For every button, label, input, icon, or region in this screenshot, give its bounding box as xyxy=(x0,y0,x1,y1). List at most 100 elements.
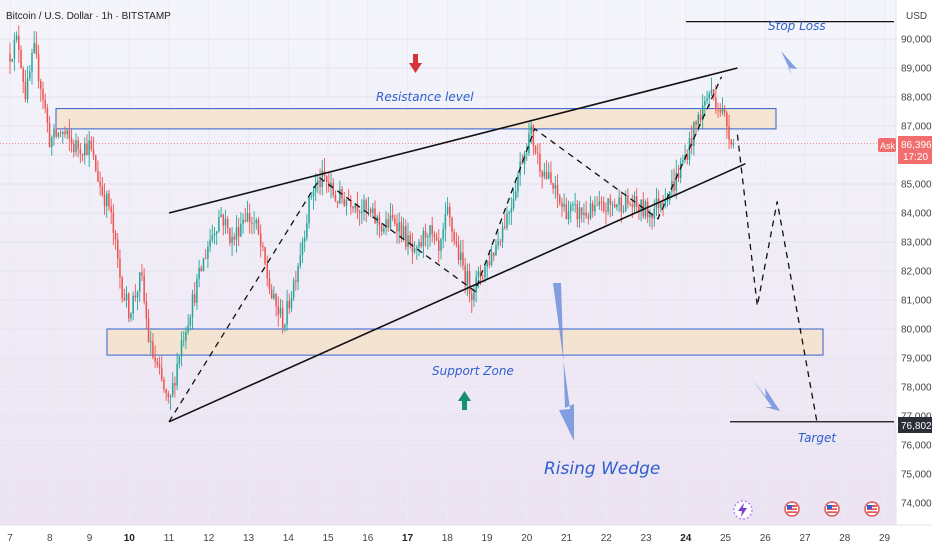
candle-body xyxy=(211,235,214,240)
candle-body xyxy=(86,143,88,155)
ask-tag-box xyxy=(898,136,932,164)
candle-body xyxy=(697,115,700,125)
candle-body xyxy=(363,200,365,212)
candle-body xyxy=(490,252,493,265)
candle-body xyxy=(75,140,77,153)
candle-body xyxy=(585,212,587,217)
candle-body xyxy=(22,68,24,83)
target-tag-box xyxy=(898,417,932,433)
candle-body xyxy=(233,236,236,240)
candle-body xyxy=(411,243,414,252)
candle-body xyxy=(532,125,535,146)
candle-body xyxy=(635,196,638,207)
candle-body xyxy=(319,180,321,187)
candle-body xyxy=(517,175,519,192)
candle-body xyxy=(394,217,396,224)
candle-body xyxy=(552,182,554,189)
candle-body xyxy=(55,128,57,137)
x-tick-label: 19 xyxy=(481,533,493,544)
candle-body xyxy=(200,267,203,272)
lightning-event-icon[interactable] xyxy=(733,500,753,520)
drawings-layer xyxy=(168,21,894,423)
candle-body xyxy=(42,88,44,100)
candle-body xyxy=(728,126,730,140)
candle-body xyxy=(130,313,132,319)
us-flag-event-icon[interactable] xyxy=(784,501,800,517)
resistance-zone[interactable] xyxy=(55,108,777,130)
candle-body xyxy=(332,182,335,195)
candle-body xyxy=(290,297,293,309)
y-tick-label: 81,000 xyxy=(901,296,932,307)
x-tick-label: 12 xyxy=(203,533,215,544)
candle-body xyxy=(730,139,733,145)
candle-body xyxy=(565,204,568,220)
candle-body xyxy=(589,203,592,219)
candle-body xyxy=(477,271,480,277)
candle-body xyxy=(468,271,471,294)
candle-body xyxy=(627,195,629,204)
candle-body xyxy=(31,53,33,72)
projection-path[interactable] xyxy=(736,134,818,422)
y-tick-label: 90,000 xyxy=(901,35,932,46)
candle-body xyxy=(209,239,211,247)
candle-body xyxy=(9,53,11,62)
candle-body xyxy=(723,108,726,113)
currency-label[interactable]: USD xyxy=(906,11,927,22)
candle-body xyxy=(79,149,82,154)
wedge-upper-line[interactable] xyxy=(168,67,738,214)
candle-body xyxy=(189,317,192,326)
candle-body xyxy=(638,206,640,212)
candle-body xyxy=(18,35,20,50)
candle-body xyxy=(534,145,537,153)
x-tick-label: 13 xyxy=(243,533,255,544)
candle-body xyxy=(306,223,308,238)
time-axis-background xyxy=(0,525,932,550)
us-flag-event-icon[interactable] xyxy=(864,501,880,517)
candle-body xyxy=(611,204,614,205)
candle-body xyxy=(257,219,260,234)
candle-body xyxy=(62,131,64,134)
x-tick-label: 28 xyxy=(839,533,851,544)
candle-body xyxy=(138,272,141,292)
support-zone[interactable] xyxy=(106,328,824,356)
candle-body xyxy=(132,295,134,314)
candle-body xyxy=(587,216,590,219)
candle-body xyxy=(563,204,565,207)
us-flag-event-icon[interactable] xyxy=(824,501,840,517)
x-tick-label: 27 xyxy=(799,533,811,544)
wedge-lower-line[interactable] xyxy=(168,162,746,423)
ask-tag-price: 86,396 xyxy=(901,140,932,151)
candle-body xyxy=(345,199,348,206)
candle-body xyxy=(110,206,112,213)
candle-body xyxy=(169,395,172,398)
candle-body xyxy=(361,211,363,214)
candle-body xyxy=(350,200,352,207)
stop-loss-label: Stop Loss xyxy=(768,19,826,33)
target-price-tag: 76,802 xyxy=(898,417,932,433)
candle-body xyxy=(171,382,174,396)
candle-body xyxy=(92,149,95,156)
candle-body xyxy=(715,97,717,110)
candle-body xyxy=(46,108,49,123)
candle-body xyxy=(123,298,126,301)
candle-body xyxy=(15,35,18,41)
candle-body xyxy=(662,202,664,206)
candle-body xyxy=(301,241,304,256)
candle-body xyxy=(693,121,695,147)
candle-body xyxy=(675,172,678,191)
candle-body xyxy=(440,238,442,251)
candle-body xyxy=(275,293,277,306)
candle-body xyxy=(629,203,631,205)
candle-body xyxy=(453,231,455,242)
x-tick-label: 24 xyxy=(680,533,692,544)
candle-body xyxy=(690,137,693,147)
candle-body xyxy=(704,100,706,106)
zigzag-path[interactable] xyxy=(168,76,723,423)
candle-body xyxy=(264,247,266,264)
candle-body xyxy=(165,389,167,394)
candle-body xyxy=(600,201,603,203)
candle-body xyxy=(266,263,269,279)
candle-body xyxy=(248,213,251,223)
candle-body xyxy=(528,133,530,154)
